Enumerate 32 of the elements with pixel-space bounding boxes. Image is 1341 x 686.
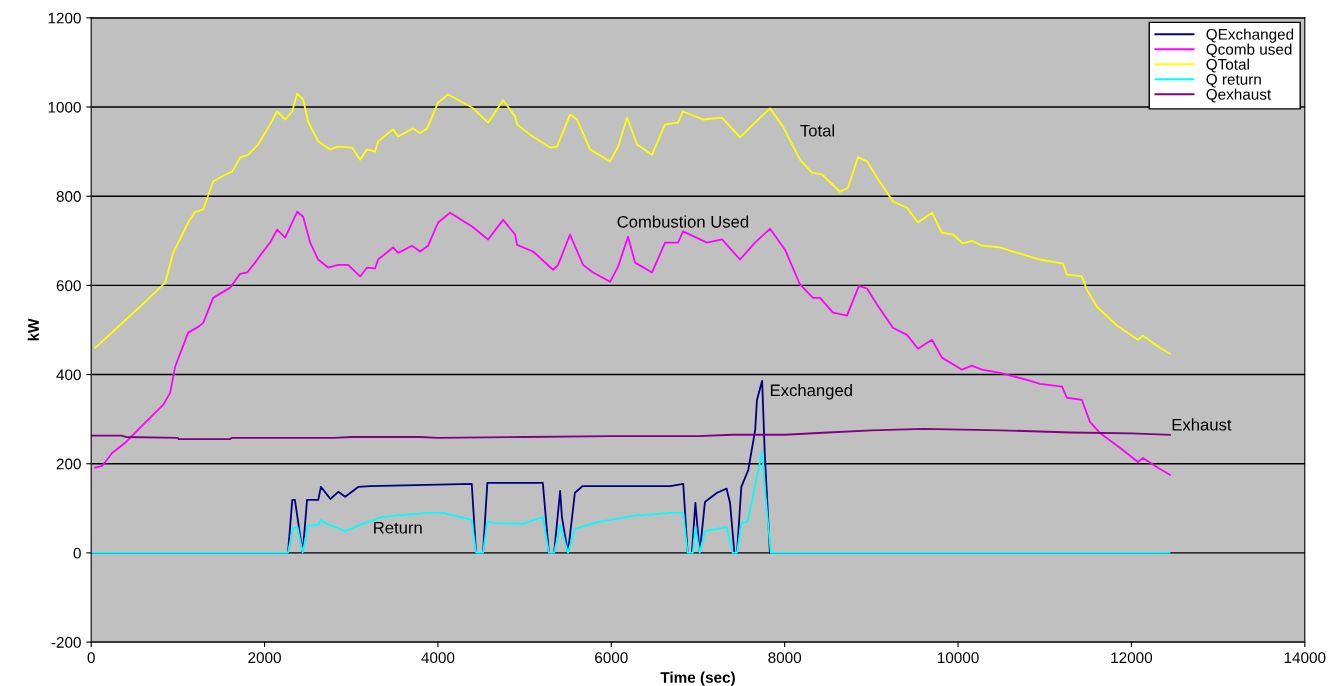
annotation: Exchanged <box>770 384 852 400</box>
x-tick-label: 14000 <box>1284 652 1326 664</box>
legend-label: Qexhaust <box>1206 88 1272 103</box>
x-tick-label: 10000 <box>937 652 979 664</box>
x-tick-label: 4000 <box>421 652 455 664</box>
x-tick-label: 2000 <box>248 652 281 664</box>
y-tick-label: 800 <box>56 191 81 202</box>
annotation: Total <box>800 124 835 137</box>
legend-label: Qcomb used <box>1206 43 1292 58</box>
x-axis-title: Time (sec) <box>660 671 735 686</box>
y-axis-title: kW <box>27 318 39 341</box>
x-tick-label: 12000 <box>1111 652 1153 664</box>
x-tick-label: 8000 <box>768 652 802 664</box>
y-tick-label: 200 <box>56 458 81 470</box>
line-series <box>91 428 1171 441</box>
y-tick-label: -200 <box>51 636 81 648</box>
legend-label: Q return <box>1206 73 1261 88</box>
x-tick-label: 6000 <box>595 652 628 664</box>
line-series <box>94 92 1171 355</box>
y-tick-label: 1200 <box>48 12 81 24</box>
legend-label: QExchanged <box>1206 28 1294 43</box>
annotation: Combustion Used <box>617 215 749 228</box>
line-series <box>94 210 1171 476</box>
y-tick-label: 1000 <box>48 101 81 113</box>
y-tick-label: 600 <box>56 280 81 292</box>
line-series <box>91 450 1171 554</box>
x-tick-label: 0 <box>87 652 95 664</box>
y-tick-label: 0 <box>73 547 81 559</box>
annotation: Exhaust <box>1172 418 1232 431</box>
y-tick-label: 400 <box>56 369 81 381</box>
annotation: Return <box>374 521 422 534</box>
legend-label: QTotal <box>1206 58 1249 73</box>
